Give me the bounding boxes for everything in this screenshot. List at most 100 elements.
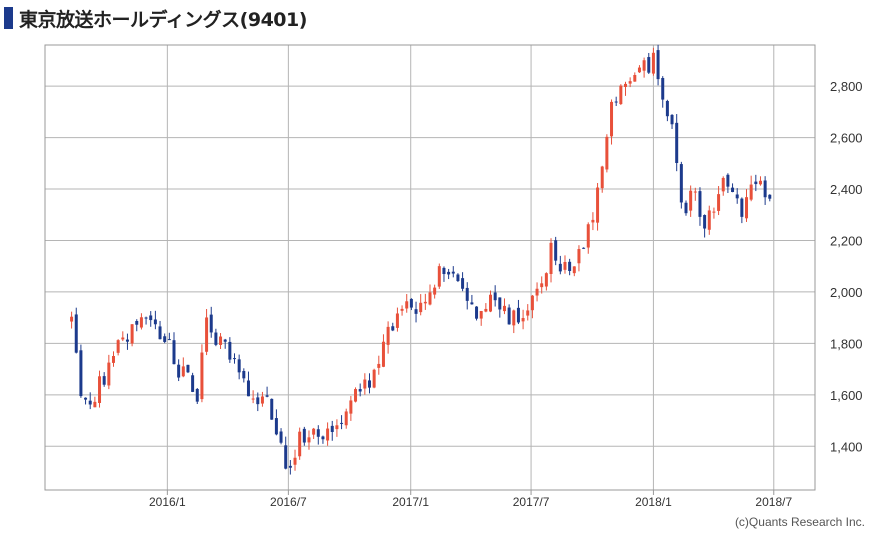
candle-body: [721, 177, 725, 192]
candle-body: [163, 336, 167, 342]
candle-body: [340, 422, 344, 424]
candle-body: [74, 314, 78, 353]
candle-body: [461, 278, 465, 289]
x-tick-label: 2017/7: [513, 495, 550, 509]
candle-body: [726, 174, 730, 187]
candle-body: [591, 219, 595, 223]
candle-body: [637, 67, 641, 73]
candle-body: [758, 180, 762, 185]
candle-body: [707, 210, 711, 230]
candle-body: [521, 318, 525, 322]
candle-body: [205, 317, 209, 352]
candle-body: [675, 122, 679, 164]
candle-body: [288, 465, 292, 468]
candle-body: [428, 292, 432, 305]
candle-body: [130, 324, 134, 344]
chart-credit: (c)Quants Research Inc.: [734, 515, 865, 529]
candle-body: [540, 283, 544, 288]
x-tick-label: 2018/7: [755, 495, 792, 509]
candle-body: [745, 197, 749, 219]
candle-body: [139, 317, 143, 328]
candle-body: [502, 305, 506, 312]
x-tick-label: 2016/1: [149, 495, 186, 509]
candle-body: [484, 308, 488, 312]
candle-body: [628, 81, 632, 84]
y-tick-label: 1,400: [830, 439, 863, 454]
candle-body: [698, 191, 702, 217]
candle-body: [665, 100, 669, 117]
candle-body: [489, 294, 493, 312]
candle-body: [614, 101, 618, 103]
candle-body: [610, 101, 614, 137]
candle-body: [191, 375, 195, 392]
candle-body: [135, 321, 139, 325]
candle-body: [763, 180, 767, 198]
candle-body: [577, 249, 581, 264]
candle-body: [437, 266, 441, 287]
candle-body: [307, 437, 311, 443]
candle-body: [107, 362, 111, 386]
candle-body: [284, 445, 288, 469]
x-tick-label: 2018/1: [635, 495, 672, 509]
x-tick-label: 2017/1: [392, 495, 429, 509]
y-tick-label: 2,200: [830, 233, 863, 248]
candle-body: [596, 187, 600, 223]
candle-body: [605, 136, 609, 170]
candle-body: [363, 379, 367, 389]
candle-body: [516, 307, 520, 323]
candle-body: [200, 352, 204, 400]
candle-body: [293, 457, 297, 465]
candle-body: [731, 187, 735, 193]
y-tick-label: 2,000: [830, 285, 863, 300]
candle-body: [717, 194, 721, 211]
candle-body: [367, 380, 371, 388]
candle-body: [316, 429, 320, 437]
candle-body: [447, 271, 451, 275]
candle-body: [219, 336, 223, 345]
candle-body: [391, 326, 395, 331]
chart-title-area: 東京放送ホールディングス(9401): [4, 6, 307, 31]
candle-body: [186, 364, 190, 373]
candle-body: [661, 78, 665, 100]
candle-body: [233, 358, 237, 360]
candle-body: [544, 273, 548, 287]
candle-body: [177, 364, 181, 378]
candle-body: [651, 52, 655, 74]
y-tick-label: 2,600: [830, 131, 863, 146]
candle-body: [619, 85, 623, 105]
y-tick-label: 1,600: [830, 388, 863, 403]
candle-body: [354, 389, 358, 402]
candle-body: [475, 306, 479, 319]
candle-body: [242, 370, 246, 379]
candle-body: [693, 191, 697, 193]
candle-body: [419, 302, 423, 313]
candle-body: [405, 301, 409, 309]
candle-body: [121, 337, 125, 340]
candle-body: [395, 313, 399, 328]
candle-body: [451, 271, 455, 274]
candle-body: [149, 315, 153, 321]
candle-body: [326, 428, 330, 441]
candle-body: [568, 261, 572, 271]
candle-body: [260, 396, 264, 404]
y-tick-label: 1,800: [830, 336, 863, 351]
candle-body: [335, 425, 339, 430]
candle-body: [754, 181, 758, 185]
candle-body: [530, 295, 534, 311]
candle-body: [349, 400, 353, 414]
candle-body: [88, 400, 92, 405]
candle-body: [246, 380, 250, 397]
candle-body: [312, 428, 316, 435]
candle-body: [93, 401, 97, 408]
candle-body: [302, 428, 306, 443]
candle-body: [70, 316, 74, 322]
candle-body: [623, 83, 627, 87]
candle-body: [214, 332, 218, 345]
candle-body: [689, 190, 693, 211]
candle-body: [563, 261, 567, 270]
candle-body: [470, 302, 474, 305]
candle-body: [423, 301, 427, 304]
candle-body: [111, 356, 115, 363]
candle-body: [656, 50, 660, 80]
candle-body: [144, 317, 148, 319]
